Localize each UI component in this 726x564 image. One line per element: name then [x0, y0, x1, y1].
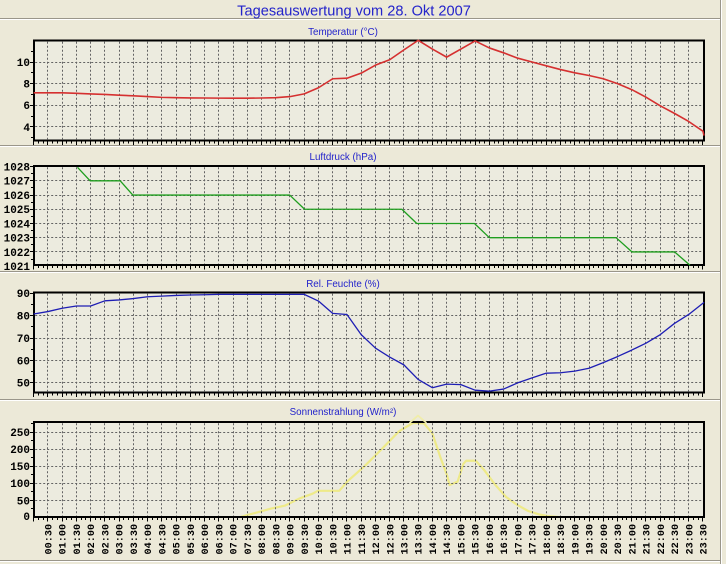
svg-text:15:00: 15:00	[457, 524, 468, 555]
svg-text:60: 60	[17, 356, 30, 368]
svg-text:1026: 1026	[4, 191, 30, 203]
svg-text:14:00: 14:00	[429, 524, 440, 555]
svg-text:8: 8	[23, 80, 30, 92]
svg-text:50: 50	[17, 496, 30, 508]
svg-text:Luftdruck (hPa): Luftdruck (hPa)	[310, 152, 377, 163]
svg-text:80: 80	[17, 312, 30, 324]
svg-text:12:30: 12:30	[386, 524, 397, 555]
svg-text:200: 200	[10, 445, 30, 457]
svg-text:12:00: 12:00	[372, 524, 383, 555]
svg-text:11:00: 11:00	[344, 524, 355, 555]
svg-text:50: 50	[17, 379, 30, 391]
svg-text:05:30: 05:30	[187, 524, 198, 555]
svg-text:06:00: 06:00	[201, 524, 212, 555]
svg-text:11:30: 11:30	[358, 524, 369, 555]
svg-text:16:30: 16:30	[500, 524, 511, 555]
svg-text:70: 70	[17, 334, 30, 346]
svg-text:07:00: 07:00	[230, 524, 241, 555]
svg-text:6: 6	[23, 101, 30, 113]
svg-text:09:30: 09:30	[301, 524, 312, 555]
svg-text:16:00: 16:00	[486, 524, 497, 555]
svg-text:4: 4	[23, 123, 30, 135]
svg-text:21:00: 21:00	[628, 524, 639, 555]
svg-text:1025: 1025	[4, 205, 31, 217]
svg-text:13:00: 13:00	[401, 524, 412, 555]
svg-text:Temperatur (°C): Temperatur (°C)	[308, 27, 378, 38]
svg-text:19:30: 19:30	[586, 524, 597, 555]
svg-text:01:00: 01:00	[59, 524, 70, 555]
svg-text:00:30: 00:30	[45, 524, 56, 555]
svg-text:02:00: 02:00	[87, 524, 98, 555]
svg-text:04:00: 04:00	[144, 524, 155, 555]
svg-text:09:00: 09:00	[287, 524, 298, 555]
svg-text:05:00: 05:00	[173, 524, 184, 555]
svg-text:150: 150	[10, 462, 30, 474]
svg-text:04:30: 04:30	[158, 524, 169, 555]
svg-text:1022: 1022	[4, 248, 30, 260]
svg-text:Tagesauswertung vom 28. Okt 20: Tagesauswertung vom 28. Okt 2007	[237, 4, 471, 20]
svg-text:01:30: 01:30	[73, 524, 84, 555]
svg-text:1021: 1021	[4, 262, 31, 274]
svg-text:250: 250	[10, 428, 30, 440]
svg-text:14:30: 14:30	[443, 524, 454, 555]
svg-text:23:30: 23:30	[700, 524, 711, 555]
svg-text:15:30: 15:30	[472, 524, 483, 555]
svg-text:19:00: 19:00	[571, 524, 582, 555]
svg-text:22:00: 22:00	[657, 524, 668, 555]
svg-text:10:00: 10:00	[315, 524, 326, 555]
svg-text:21:30: 21:30	[643, 524, 654, 555]
svg-text:Rel. Feuchte (%): Rel. Feuchte (%)	[306, 279, 380, 290]
svg-text:17:00: 17:00	[514, 524, 525, 555]
svg-text:90: 90	[17, 289, 30, 301]
svg-text:10: 10	[17, 58, 30, 70]
svg-text:0: 0	[23, 512, 30, 524]
svg-text:03:00: 03:00	[116, 524, 127, 555]
svg-text:02:30: 02:30	[101, 524, 112, 555]
svg-text:06:30: 06:30	[215, 524, 226, 555]
svg-text:1024: 1024	[4, 219, 31, 231]
svg-text:17:30: 17:30	[529, 524, 540, 555]
svg-text:1027: 1027	[4, 177, 30, 189]
svg-text:100: 100	[10, 479, 30, 491]
svg-text:18:30: 18:30	[557, 524, 568, 555]
svg-text:22:30: 22:30	[671, 524, 682, 555]
svg-text:08:30: 08:30	[272, 524, 283, 555]
svg-text:20:00: 20:00	[600, 524, 611, 555]
svg-text:1023: 1023	[4, 234, 31, 246]
svg-text:18:00: 18:00	[543, 524, 554, 555]
svg-text:13:30: 13:30	[415, 524, 426, 555]
svg-text:08:00: 08:00	[258, 524, 269, 555]
svg-text:03:30: 03:30	[130, 524, 141, 555]
svg-text:23:00: 23:00	[685, 524, 696, 555]
svg-text:Sonnenstrahlung (W/m²): Sonnenstrahlung (W/m²)	[290, 407, 397, 418]
svg-text:07:30: 07:30	[244, 524, 255, 555]
svg-text:20:30: 20:30	[614, 524, 625, 555]
svg-text:10:30: 10:30	[329, 524, 340, 555]
svg-text:1028: 1028	[4, 163, 31, 175]
